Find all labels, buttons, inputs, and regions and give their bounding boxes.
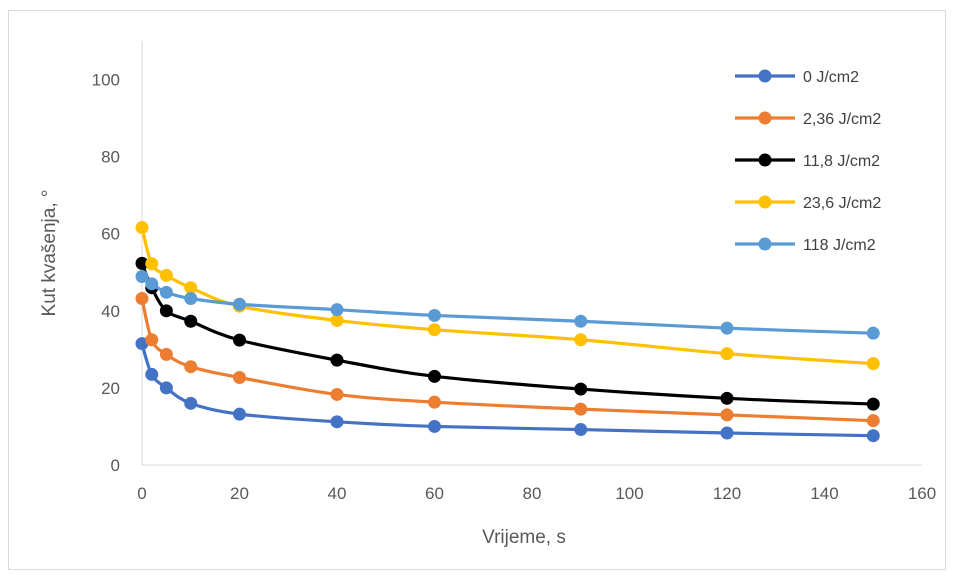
- legend-label: 2,36 J/cm2: [803, 111, 881, 128]
- x-tick-label: 20: [230, 484, 249, 503]
- y-tick-label: 80: [101, 148, 120, 167]
- y-tick-label: 60: [101, 225, 120, 244]
- data-point: [145, 257, 159, 271]
- y-tick-label: 0: [111, 456, 120, 475]
- data-point: [330, 303, 344, 317]
- data-point: [159, 285, 173, 299]
- data-point: [428, 419, 441, 433]
- y-tick-label: 20: [101, 379, 120, 398]
- legend-marker: [758, 69, 772, 83]
- data-point: [233, 333, 246, 347]
- data-point: [135, 221, 149, 235]
- data-point: [184, 396, 198, 410]
- y-axis-title: Kut kvašenja, °: [39, 190, 60, 317]
- data-point: [866, 326, 880, 340]
- x-tick-label: 40: [328, 484, 347, 503]
- data-point: [720, 321, 734, 335]
- data-point: [866, 397, 880, 411]
- data-point: [720, 408, 734, 422]
- series-3: [135, 221, 880, 371]
- data-point: [135, 291, 149, 305]
- data-point: [145, 367, 159, 381]
- legend-item: 23,6 J/cm2: [735, 195, 881, 212]
- legend-label: 23,6 J/cm2: [803, 195, 881, 212]
- data-point: [574, 333, 588, 347]
- legend-marker: [758, 195, 772, 209]
- x-tick-label: 140: [810, 484, 838, 503]
- data-point: [720, 347, 734, 361]
- x-tick-label: 120: [713, 484, 741, 503]
- legend-marker: [758, 237, 772, 251]
- data-point: [574, 314, 588, 328]
- legend-item: 2,36 J/cm2: [735, 111, 881, 128]
- data-point: [720, 426, 734, 440]
- data-point: [233, 297, 246, 311]
- data-point: [428, 395, 441, 409]
- axes: 0 20 40 60 80 100 120 140 160 0 20 40 60 80 100: [92, 41, 936, 503]
- legend-marker: [758, 153, 772, 167]
- legend-label: 0 J/cm2: [803, 69, 859, 86]
- series-4: [135, 270, 880, 340]
- x-tick-label: 100: [615, 484, 643, 503]
- data-point: [428, 308, 441, 322]
- data-point: [135, 256, 149, 270]
- x-tick-label: 0: [137, 484, 146, 503]
- data-point: [720, 391, 734, 405]
- data-point: [574, 382, 588, 396]
- data-point: [428, 323, 441, 337]
- x-tick-label: 160: [908, 484, 936, 503]
- data-point: [866, 414, 880, 428]
- legend: 0 J/cm2 2,36 J/cm2 11,8 J/cm2 23,6 J/cm2 118…: [735, 69, 881, 254]
- data-point: [145, 333, 159, 347]
- data-point: [330, 415, 344, 429]
- series-layer: [135, 221, 880, 443]
- data-point: [428, 369, 441, 383]
- data-point: [184, 360, 198, 374]
- series-2: [135, 256, 880, 411]
- data-point: [866, 429, 880, 443]
- legend-label: 11,8 J/cm2: [803, 153, 880, 170]
- data-point: [330, 353, 344, 367]
- legend-item: 118 J/cm2: [735, 237, 876, 254]
- x-axis-title: Vrijeme, s: [482, 527, 566, 548]
- data-point: [184, 281, 198, 295]
- data-point: [145, 277, 159, 291]
- y-tick-label: 40: [101, 302, 120, 321]
- legend-label: 118 J/cm2: [803, 237, 876, 254]
- data-point: [159, 347, 173, 361]
- data-point: [159, 304, 173, 318]
- data-point: [574, 402, 588, 416]
- x-tick-label: 80: [523, 484, 542, 503]
- data-point: [233, 371, 246, 385]
- legend-item: 11,8 J/cm2: [735, 153, 880, 170]
- data-point: [574, 423, 588, 437]
- x-tick-label: 60: [425, 484, 444, 503]
- data-point: [135, 337, 149, 351]
- data-point: [866, 357, 880, 371]
- series-1: [135, 291, 880, 428]
- data-point: [184, 314, 198, 328]
- data-point: [330, 313, 344, 327]
- legend-item: 0 J/cm2: [735, 69, 859, 86]
- data-point: [330, 387, 344, 401]
- y-tick-label: 100: [92, 71, 120, 90]
- legend-marker: [758, 111, 772, 125]
- data-point: [184, 291, 198, 305]
- series-line: [141, 275, 874, 335]
- series-0: [135, 337, 880, 443]
- data-point: [135, 270, 149, 284]
- data-point: [159, 268, 173, 282]
- data-point: [233, 407, 246, 421]
- data-point: [159, 381, 173, 395]
